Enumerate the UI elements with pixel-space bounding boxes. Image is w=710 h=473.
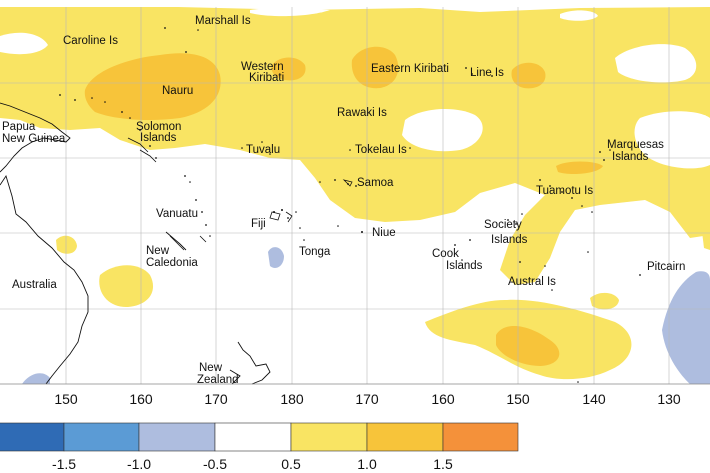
new-guinea-coast bbox=[0, 102, 71, 173]
longitude-ticks: 150 160 170 180 170 160 150 140 130 bbox=[54, 391, 681, 407]
new-caledonia-coast bbox=[165, 231, 187, 251]
label-new-guinea: New Guinea bbox=[2, 133, 66, 145]
label-new-caledonia: New bbox=[146, 245, 170, 257]
lon-tick-180: 180 bbox=[280, 391, 304, 407]
label-society-islands: Islands bbox=[491, 234, 528, 246]
label-western-kiribati: Western bbox=[241, 61, 284, 73]
coastlines bbox=[0, 102, 271, 385]
label-marquesas: Marquesas bbox=[607, 139, 664, 151]
colorbar-label-neg0-5: -0.5 bbox=[203, 456, 227, 472]
label-new-zealand-line2: Zealand bbox=[197, 374, 239, 386]
colorbar-label-0-5: 0.5 bbox=[281, 456, 301, 472]
lon-tick-170w: 170 bbox=[355, 391, 379, 407]
anomaly-regions-medium bbox=[84, 46, 603, 366]
label-vanuatu: Vanuatu bbox=[156, 208, 198, 220]
label-tonga: Tonga bbox=[299, 246, 331, 258]
lon-tick-150w: 150 bbox=[506, 391, 530, 407]
label-new-caledonia-line2: Caledonia bbox=[146, 257, 198, 269]
label-rawaki-is: Rawaki Is bbox=[337, 107, 387, 119]
colorbar-swatch-7 bbox=[442, 422, 519, 452]
colorbar-swatch-5 bbox=[290, 422, 368, 452]
label-australia: Australia bbox=[12, 279, 57, 291]
label-niue: Niue bbox=[372, 227, 396, 239]
colorbar-labels: -1.5 -1.0 -0.5 0.5 1.0 1.5 bbox=[52, 456, 453, 472]
lon-tick-140w: 140 bbox=[582, 391, 606, 407]
label-pitcairn: Pitcairn bbox=[647, 261, 685, 273]
label-line-is: Line Is bbox=[470, 67, 504, 79]
label-tokelau-is: Tokelau Is bbox=[355, 144, 407, 156]
new-zealand-coast bbox=[237, 341, 271, 385]
colorbar-swatch-6 bbox=[366, 422, 444, 452]
neutral-regions bbox=[0, 8, 710, 169]
label-cook-islands: Islands bbox=[446, 260, 483, 272]
colorbar-swatch-4 bbox=[214, 422, 292, 452]
label-marquesas-islands: Islands bbox=[612, 151, 649, 163]
island-outlines bbox=[127, 137, 353, 251]
lon-tick-160e: 160 bbox=[129, 391, 153, 407]
island-markers bbox=[59, 27, 641, 383]
label-cook: Cook bbox=[432, 248, 459, 260]
label-marshall-is: Marshall Is bbox=[195, 15, 251, 27]
colorbar-label-neg1-0: -1.0 bbox=[127, 456, 151, 472]
colorbar-swatch-3 bbox=[138, 422, 216, 452]
label-austral-is: Austral Is bbox=[508, 276, 556, 288]
colorbar-label-neg1-5: -1.5 bbox=[52, 456, 76, 472]
lon-tick-150e: 150 bbox=[54, 391, 78, 407]
label-tuvalu: Tuvalu bbox=[246, 144, 280, 156]
label-new-zealand: New bbox=[199, 362, 223, 374]
colorbar-label-1-5: 1.5 bbox=[433, 456, 453, 472]
label-samoa: Samoa bbox=[357, 177, 394, 189]
label-eastern-kiribati: Eastern Kiribati bbox=[371, 63, 449, 75]
lon-tick-170e: 170 bbox=[204, 391, 228, 407]
colorbar bbox=[0, 422, 519, 452]
label-nauru: Nauru bbox=[162, 85, 193, 97]
label-western-kiribati-line2: Kiribati bbox=[249, 72, 284, 84]
label-tuamotu-is: Tuamotu Is bbox=[536, 185, 593, 197]
place-labels: Marshall Is Caroline Is Western Kiribati… bbox=[2, 15, 685, 386]
lon-tick-160w: 160 bbox=[431, 391, 455, 407]
label-caroline-is: Caroline Is bbox=[63, 35, 118, 47]
label-fiji: Fiji bbox=[251, 218, 266, 230]
label-society: Society bbox=[484, 219, 522, 231]
label-solomon-islands: Islands bbox=[140, 132, 177, 144]
graticule bbox=[0, 7, 710, 384]
label-solomon: Solomon bbox=[136, 121, 181, 133]
anomaly-regions-negative bbox=[22, 247, 710, 384]
colorbar-swatch-1 bbox=[0, 422, 65, 452]
australia-coast bbox=[0, 174, 89, 385]
colorbar-swatch-2 bbox=[63, 422, 140, 452]
label-papua: Papua bbox=[2, 121, 36, 133]
colorbar-label-1-0: 1.0 bbox=[357, 456, 377, 472]
lon-tick-130w: 130 bbox=[657, 391, 681, 407]
